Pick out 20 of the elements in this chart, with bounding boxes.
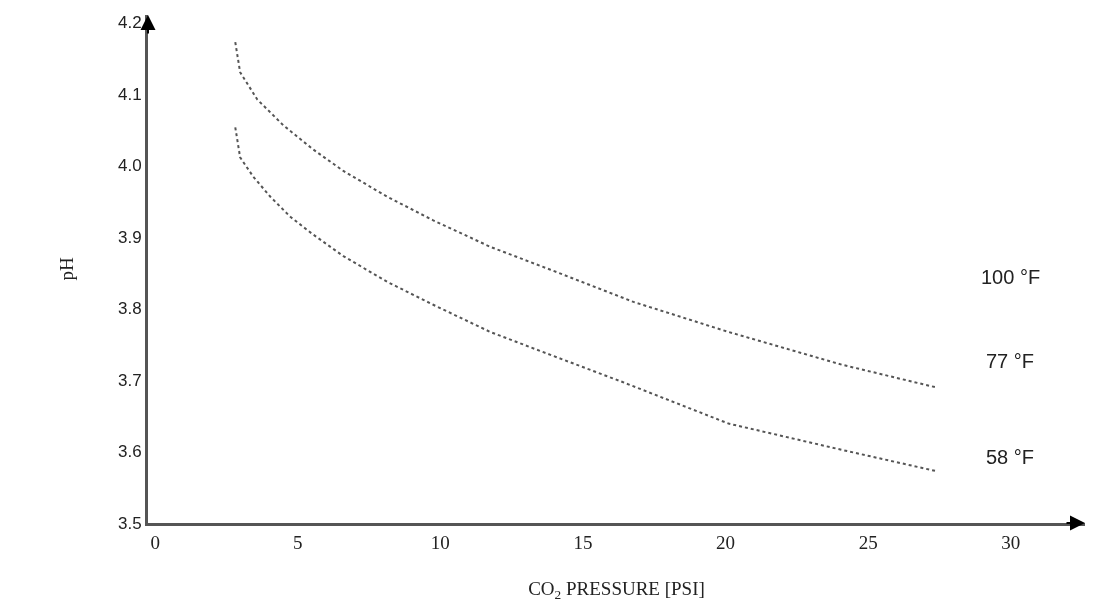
x-tick-label: 15: [573, 531, 593, 553]
y-tick-label: 3.8: [117, 299, 142, 319]
x-tick-label: 5: [293, 531, 303, 553]
x-tick-label: 20: [716, 531, 736, 553]
y-axis-title: pH: [55, 257, 77, 281]
annotation: 77 °F: [986, 350, 1035, 372]
y-tick-label: 4.1: [117, 84, 142, 104]
x-tick-label: 25: [858, 531, 878, 553]
x-tick-label: 30: [1001, 531, 1021, 553]
y-tick-label: 3.6: [117, 442, 142, 462]
annotation: 58 °F: [986, 446, 1035, 468]
y-tick-label: 4.0: [117, 156, 142, 176]
y-tick-label: 3.5: [117, 513, 142, 533]
y-tick-label: 3.7: [117, 370, 142, 390]
x-tick-label: 10: [430, 531, 450, 553]
x-tick-label: 0: [150, 531, 160, 553]
y-tick-label: 4.2: [117, 13, 142, 33]
annotation: 100 °F: [981, 266, 1041, 288]
x-axis-title: CO$_{2}$ PRESSURE [PSI]: [528, 577, 705, 602]
y-tick-label: 3.9: [117, 227, 142, 247]
